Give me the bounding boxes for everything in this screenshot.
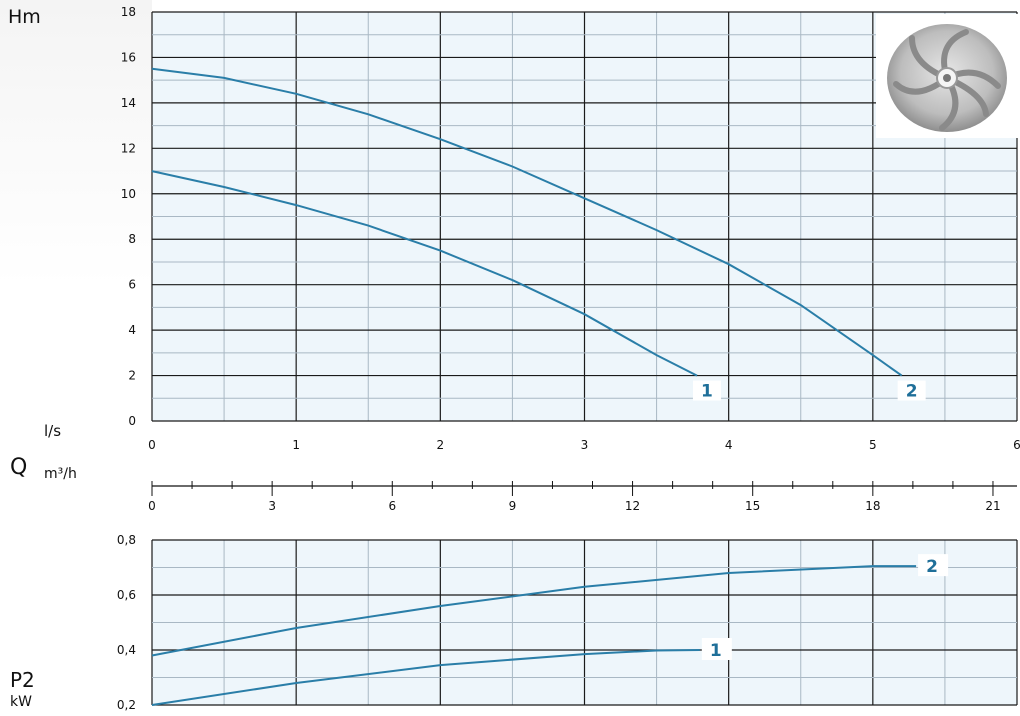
- q-tick-label: 6: [388, 499, 396, 513]
- q-tick-label: 12: [625, 499, 640, 513]
- q-axis-label: Q: [10, 455, 28, 480]
- power-curve-1: [151, 649, 700, 706]
- q-tick-label: 0: [148, 499, 156, 513]
- power-curve-label-bg: [701, 638, 732, 660]
- head-x-tick-label: 0: [148, 438, 156, 452]
- power-curve-label-1: 1: [710, 641, 722, 661]
- impeller-image: [876, 14, 1018, 138]
- head-x-tick-label: 1: [292, 438, 300, 452]
- head-curve-label-bg: [692, 380, 721, 401]
- m3h-unit-label: m³/h: [44, 466, 77, 482]
- head-x-tick-label: 6: [1013, 438, 1020, 452]
- head-y-tick-label: 14: [121, 96, 136, 110]
- power-y-tick-label: 0,2: [117, 698, 136, 712]
- head-curve-label-2: 2: [906, 382, 918, 402]
- flow-m3h-axis: 0 3 6 9 12 15 18 21: [148, 481, 1017, 513]
- head-y-tick-label: 8: [128, 232, 136, 246]
- side-background: [0, 0, 152, 716]
- power-y-tick-label: 0,4: [117, 643, 136, 657]
- head-y-tick-label: 0: [128, 414, 136, 428]
- head-y-tick-label: 4: [128, 323, 136, 337]
- power-curve-label-bg: [918, 554, 949, 577]
- power-chart: 0,2 0,4 0,6 0,8 1 2: [117, 533, 1018, 712]
- q-tick-label: 9: [509, 499, 517, 513]
- head-y-tick-label: 18: [121, 5, 136, 19]
- head-curve-label-bg: [897, 380, 926, 401]
- head-y-tick-label: 16: [121, 50, 136, 64]
- head-curve-2: [151, 67, 903, 377]
- q-tick-label: 18: [865, 499, 880, 513]
- head-x-tick-label: 4: [725, 438, 733, 452]
- head-curve-label-1: 1: [701, 382, 713, 402]
- head-y-tick-label: 10: [121, 187, 136, 201]
- head-y-tick-label: 12: [121, 141, 136, 155]
- power-y-tick-label: 0,8: [117, 533, 136, 547]
- head-curve-1: [151, 170, 698, 377]
- head-y-tick-label: 2: [128, 369, 136, 383]
- power-curve-label-2: 2: [926, 557, 938, 577]
- q-tick-label: 21: [985, 499, 1000, 513]
- head-x-tick-label: 2: [437, 438, 445, 452]
- head-x-tick-label: 3: [581, 438, 589, 452]
- ls-unit-label: l/s: [44, 422, 62, 440]
- q-tick-label: 15: [745, 499, 760, 513]
- hm-axis-label: Hm: [8, 6, 41, 28]
- power-curve-2: [151, 565, 917, 657]
- kw-unit-label: kW: [10, 694, 32, 710]
- power-y-tick-label: 0,6: [117, 588, 136, 602]
- p2-axis-label: P2: [10, 668, 35, 692]
- head-x-tick-label: 5: [869, 438, 877, 452]
- q-tick-label: 3: [268, 499, 276, 513]
- head-y-tick-label: 6: [128, 278, 136, 292]
